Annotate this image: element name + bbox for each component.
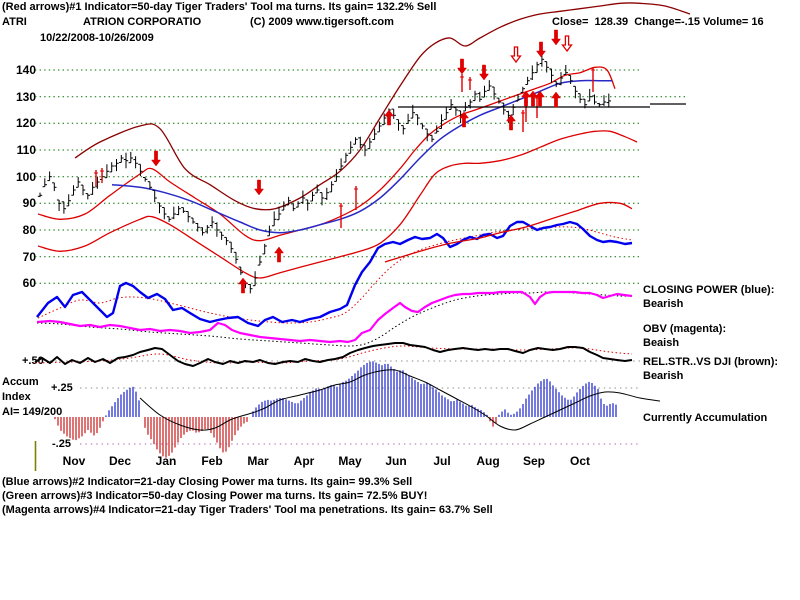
indicator3-caption: (Green arrows)#3 Indicator=50-day Closin… [2,490,428,502]
month-label-jul: Jul [433,454,451,468]
ticker-symbol: ATRI [2,16,27,28]
price-tick-120: 120 [15,116,36,131]
indicator1-caption: (Red arrows)#1 Indicator=50-day Tiger Tr… [2,1,437,13]
quote-summary: Close= 128.39 Change=-.15 Volume= 16 [552,16,764,28]
closing-power-line [36,220,633,328]
plus25-tick-label: +.25 [51,382,73,394]
lowest-band-red [384,201,633,263]
mid-band-red [37,66,616,242]
price-gridlines [35,69,686,284]
company-name: ATRION CORPORATIO [83,16,202,28]
month-label-oct: Oct [569,454,591,468]
price-ma-blue [111,79,612,234]
minus25-tick-label: -.25 [52,438,71,450]
legend-status-3: Currently Accumulation [643,412,768,424]
indicator4-caption: (Magenta arrows)#4 Indicator=21-day Tige… [2,504,493,516]
accum-ma-curve [139,369,661,431]
month-label-sep: Sep [522,454,546,468]
price-tick-130: 130 [15,89,36,104]
sell-arrows-down [151,29,573,196]
accum-index-value: AI= 149/200 [2,406,63,418]
accum-gridlines [50,360,640,445]
legend-title-0: CLOSING POWER (blue): [643,284,775,296]
legend-title-1: OBV (magenta): [643,323,727,335]
copyright-text: (C) 2009 www.tigersoft.com [250,16,394,28]
price-tick-80: 80 [22,223,36,237]
plus50-tick-label: +.50 [22,355,44,367]
accum-label-1: Accum [2,376,39,388]
legend-status-2: Bearish [643,370,684,382]
price-tick-60: 60 [22,276,36,291]
month-label-may: May [338,454,362,468]
price-tick-110: 110 [16,143,36,157]
accum-label-2: Index [2,391,31,403]
accum-index-histogram [54,361,617,458]
closing-power-ma-dotted [37,226,633,324]
rel-str-ma-dotted [34,345,633,364]
price-tick-90: 90 [22,196,36,211]
month-label-aug: Aug [476,454,500,468]
month-label-nov: Nov [62,454,86,468]
legend-status-0: Bearish [643,298,684,310]
month-label-jun: Jun [385,454,407,468]
month-label-dec: Dec [108,454,132,468]
month-label-apr: Apr [293,454,315,468]
price-tick-140: 140 [15,63,36,77]
buy-arrows-up [238,90,561,294]
obv-line [36,290,633,344]
ohlc-bars [37,51,611,294]
rel-str-line [34,342,633,367]
close-level-lines [398,103,686,108]
price-tick-70: 70 [22,249,36,264]
legend-status-1: Beaish [643,337,680,349]
month-label-feb: Feb [201,454,223,468]
upper-band-brown [74,2,691,211]
lower-band-red [37,130,638,279]
date-range: 10/22/2008-10/26/2009 [40,32,154,44]
month-label-jan: Jan [155,454,177,468]
legend-title-2: REL.STR..VS DJI (brown): [643,356,779,368]
red-signal-bar-marks [94,67,595,228]
indicator2-caption: (Blue arrows)#2 Indicator=21-day Closing… [2,476,413,488]
price-tick-100: 100 [15,169,36,184]
month-label-mar: Mar [247,454,269,468]
obv-ma-dotted [36,291,633,347]
